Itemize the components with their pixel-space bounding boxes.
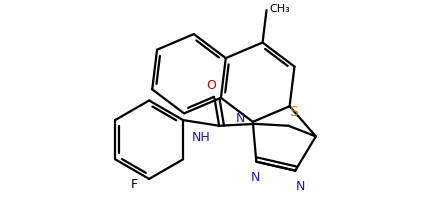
Text: O: O — [206, 79, 216, 92]
Text: NH: NH — [191, 131, 210, 144]
Text: N: N — [295, 180, 304, 193]
Text: S: S — [289, 105, 298, 119]
Text: F: F — [130, 178, 137, 191]
Text: N: N — [250, 171, 259, 184]
Text: CH₃: CH₃ — [269, 4, 290, 14]
Text: N: N — [235, 112, 244, 125]
